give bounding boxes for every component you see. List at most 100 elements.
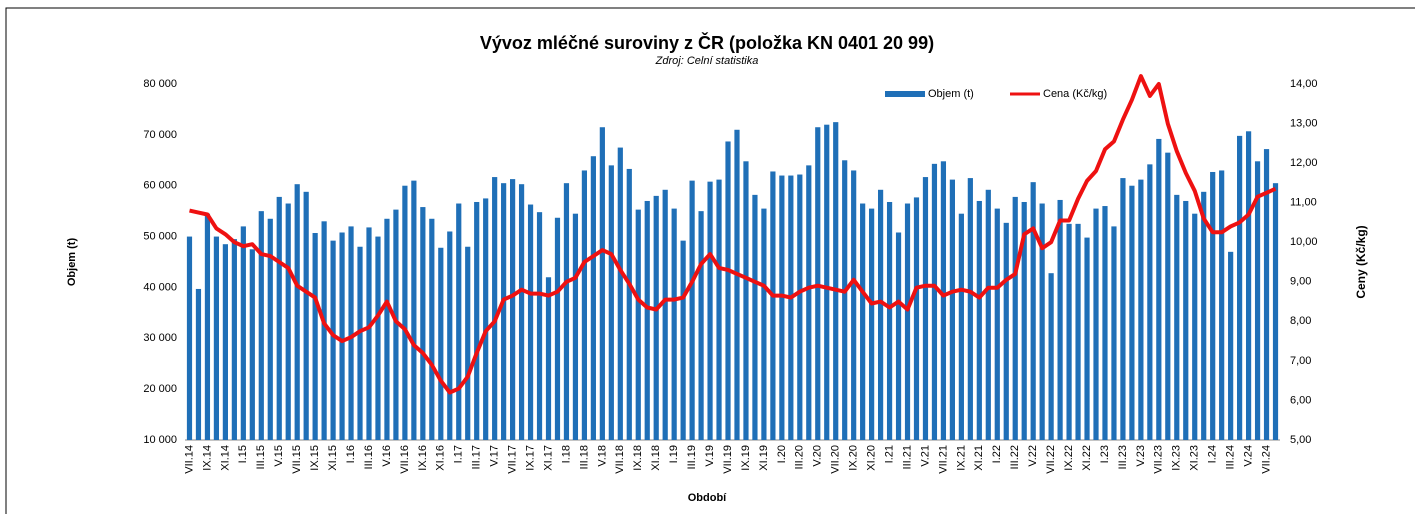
bar xyxy=(842,160,848,441)
x-tick-label: VII.22 xyxy=(1045,445,1057,474)
x-tick-label: VII.17 xyxy=(507,445,519,474)
bar xyxy=(303,191,309,440)
legend-label: Objem (t) xyxy=(928,88,974,100)
bar xyxy=(1111,226,1117,440)
chart-title: Vývoz mléčné suroviny z ČR (položka KN 0… xyxy=(480,32,934,53)
x-tick-label: V.22 xyxy=(1027,445,1039,467)
bar xyxy=(734,129,740,440)
bar xyxy=(1012,196,1018,440)
x-tick-label: I.21 xyxy=(883,445,895,463)
x-tick-label: III.17 xyxy=(471,445,483,469)
bar xyxy=(249,249,255,440)
bar xyxy=(626,168,632,440)
bar xyxy=(913,197,920,440)
bar xyxy=(563,183,570,440)
bar xyxy=(501,183,507,440)
y-tick-label: 10 000 xyxy=(143,434,177,446)
bar xyxy=(1210,171,1216,441)
bar xyxy=(752,194,758,440)
y-tick-label: 30 000 xyxy=(143,332,177,344)
x-tick-label: VII.19 xyxy=(722,445,734,474)
x-tick-label: III.24 xyxy=(1225,445,1237,469)
bar xyxy=(1183,200,1189,440)
bar xyxy=(411,180,417,440)
bar xyxy=(653,195,659,440)
x-tick-label: XI.21 xyxy=(973,445,985,471)
bar xyxy=(1129,185,1135,440)
bar xyxy=(1057,199,1063,440)
x-tick-label: XI.15 xyxy=(327,445,339,471)
x-tick-label: XI.23 xyxy=(1189,445,1201,471)
bar xyxy=(958,213,964,440)
x-tick-label: XI.20 xyxy=(866,445,878,471)
bar xyxy=(1021,201,1027,440)
price-line xyxy=(189,74,1277,395)
bar xyxy=(285,203,291,440)
y2-tick-label: 12,00 xyxy=(1290,157,1318,169)
y2-tick-label: 7,00 xyxy=(1290,355,1311,367)
y2-tick-label: 8,00 xyxy=(1290,315,1311,327)
bar xyxy=(357,246,363,440)
bar xyxy=(213,236,220,440)
bar xyxy=(635,209,641,440)
bar xyxy=(447,231,453,440)
x-tick-label: XI.14 xyxy=(219,445,231,471)
bar xyxy=(1120,178,1126,441)
y2-tick-label: 13,00 xyxy=(1290,117,1318,129)
x-tick-label: III.15 xyxy=(255,445,267,469)
bar xyxy=(1039,203,1045,440)
bar xyxy=(904,203,911,440)
bar xyxy=(1263,149,1270,440)
bar xyxy=(348,226,354,440)
bar xyxy=(689,180,695,440)
bar xyxy=(276,196,282,440)
x-tick-label: IX.21 xyxy=(955,445,967,471)
y2-axis-title: Ceny (Kč/kg) xyxy=(1354,225,1368,298)
bar xyxy=(1237,135,1243,441)
legend-swatch xyxy=(885,91,925,97)
y-tick-label: 40 000 xyxy=(143,281,177,293)
bar xyxy=(770,171,776,440)
x-tick-label: I.19 xyxy=(668,445,680,463)
bar xyxy=(222,244,228,440)
bar xyxy=(608,165,614,440)
bar xyxy=(1165,152,1171,440)
x-tick-label: VII.20 xyxy=(830,445,842,474)
x-tick-label: IX.17 xyxy=(524,445,536,471)
x-tick-label: V.19 xyxy=(704,445,716,467)
bar xyxy=(716,179,722,440)
bar xyxy=(366,227,372,440)
x-tick-label: IX.16 xyxy=(417,445,429,471)
bar xyxy=(1192,213,1198,440)
x-tick-label: IX.23 xyxy=(1171,445,1183,471)
x-tick-label: III.22 xyxy=(1009,445,1021,469)
bar xyxy=(644,200,650,440)
y2-tick-label: 9,00 xyxy=(1290,276,1311,288)
bar xyxy=(393,209,399,440)
x-tick-label: I.24 xyxy=(1207,445,1219,463)
legend-label: Cena (Kč/kg) xyxy=(1043,88,1107,100)
bar xyxy=(204,213,211,440)
bar xyxy=(518,184,525,440)
bar xyxy=(1066,223,1072,440)
x-tick-label: XI.19 xyxy=(758,445,770,471)
x-tick-label: V.21 xyxy=(919,445,931,467)
x-tick-label: I.22 xyxy=(991,445,1003,463)
y-tick-label: 70 000 xyxy=(143,129,177,141)
x-tick-label: III.21 xyxy=(901,445,913,469)
x-tick-label: IX.18 xyxy=(632,445,644,471)
x-tick-label: IX.19 xyxy=(740,445,752,471)
bar xyxy=(510,179,516,441)
bar xyxy=(294,184,300,440)
x-tick-label: V.18 xyxy=(596,445,608,467)
y-tick-label: 60 000 xyxy=(143,180,177,192)
bar xyxy=(1228,251,1234,440)
bar xyxy=(1084,237,1090,440)
bar xyxy=(949,179,955,440)
bar xyxy=(940,161,947,440)
x-tick-label: IX.22 xyxy=(1063,445,1075,471)
x-tick-label: I.23 xyxy=(1099,445,1111,463)
bar xyxy=(474,201,480,440)
x-tick-label: VII.18 xyxy=(614,445,626,474)
